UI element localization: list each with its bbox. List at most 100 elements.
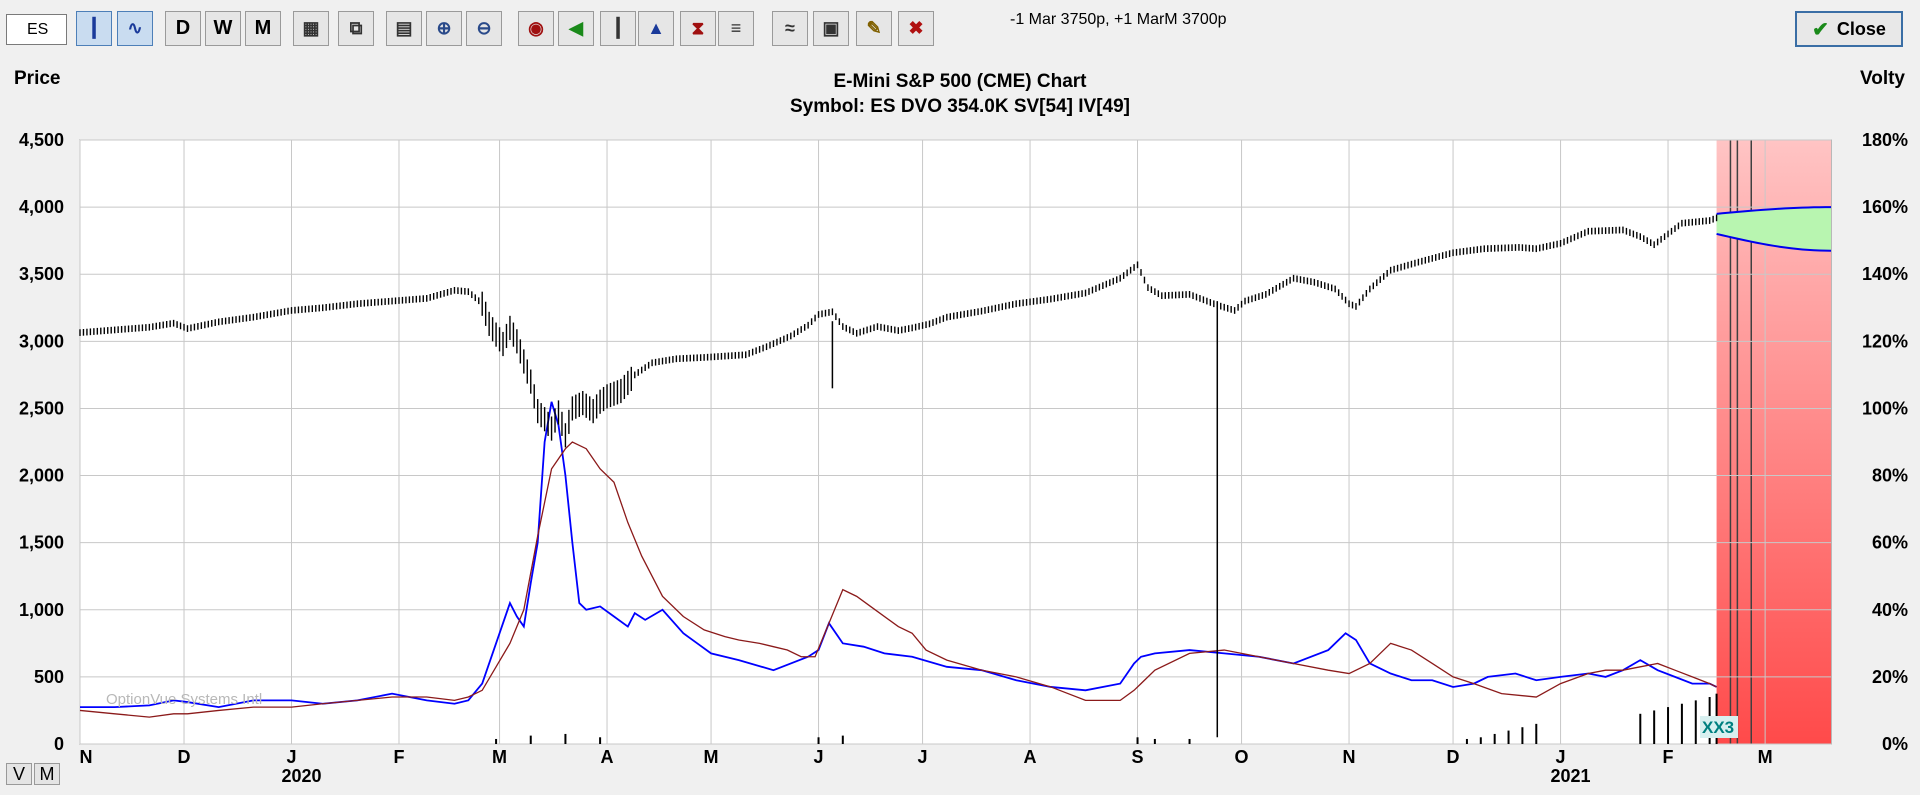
daily-button-label: D [175, 17, 191, 39]
y-left-tick-label: 1,500 [19, 533, 64, 553]
zoom-in-icon[interactable]: ⊕ [426, 11, 462, 46]
y-right-tick-label: 80% [1872, 466, 1908, 486]
chart-title: E-Mini S&P 500 (CME) Chart [833, 71, 1087, 92]
delete-icon[interactable]: ✖ [898, 11, 934, 46]
y-left-tick-label: 0 [54, 734, 64, 754]
y-right-tick-label: 100% [1862, 398, 1908, 418]
chart-subtitle: Symbol: ES DVO 354.0K SV[54] IV[49] [790, 96, 1130, 117]
zoom-out-icon[interactable]: ⊖ [466, 11, 502, 46]
left-arrow-icon-glyph: ◀ [569, 18, 583, 38]
chart-indicator-icon[interactable]: ≡ [718, 11, 754, 46]
chart-settings-icon-glyph: ▦ [302, 18, 320, 38]
zoom-out-icon-glyph: ⊖ [476, 18, 492, 38]
candlestick-icon[interactable]: ┃ [600, 11, 636, 46]
copy-icon-glyph: ⧉ [349, 18, 363, 38]
daily-button[interactable]: D [165, 11, 201, 46]
watermark: OptionVue Systems Intl [106, 691, 262, 708]
x-month-label: O [1235, 747, 1249, 767]
bar-chart-icon[interactable]: ┃ [76, 11, 112, 46]
study-icon-glyph: ≈ [785, 18, 795, 38]
x-month-label: M [1758, 747, 1773, 767]
delete-icon-glyph: ✖ [908, 18, 924, 38]
calculator-icon-glyph: ▤ [395, 18, 413, 38]
chart-indicator-icon-glyph: ≡ [730, 18, 742, 38]
x-month-label: J [814, 747, 824, 767]
close-label: Close [1836, 18, 1886, 39]
x-month-label: J [286, 747, 296, 767]
hourglass-icon[interactable]: ⧗ [680, 11, 716, 46]
y-right-tick-label: 140% [1862, 264, 1908, 284]
price-volatility-chart: E-Mini S&P 500 (CME) Chart Symbol: ES DV… [14, 68, 1908, 786]
view-mode-button[interactable]: M [34, 763, 60, 785]
line-chart-icon-glyph: ∿ [127, 18, 143, 38]
y-left-tick-label: 4,000 [19, 197, 64, 217]
volume-icon-glyph: ▲ [647, 18, 665, 38]
y-right-tick-label: 20% [1872, 667, 1908, 687]
bar-chart-icon-glyph: ┃ [88, 18, 100, 38]
weekly-button[interactable]: W [205, 11, 241, 46]
x-month-label: J [1556, 747, 1566, 767]
y-left-tick-label: 500 [34, 667, 64, 687]
candlestick-icon-glyph: ┃ [612, 18, 624, 38]
calculator-icon[interactable]: ▤ [386, 11, 422, 46]
y-right-tick-label: 0% [1882, 734, 1908, 754]
y-axis-right-label: Volty [1860, 68, 1905, 89]
x-month-label: N [80, 747, 93, 767]
y-right-tick-label: 40% [1872, 600, 1908, 620]
target-icon-glyph: ◉ [528, 18, 544, 38]
copy-icon[interactable]: ⧉ [338, 11, 374, 46]
target-icon[interactable]: ◉ [518, 11, 554, 46]
x-month-label: N [1343, 747, 1356, 767]
plot-area [79, 139, 1832, 745]
axes-labels: 4,500 4,000 3,500 3,000 2,500 2,000 1,500 1,000… [19, 130, 1908, 786]
x-month-label: S [1132, 747, 1144, 767]
chart-settings-icon[interactable]: ▦ [293, 11, 329, 46]
left-arrow-icon[interactable]: ◀ [558, 11, 594, 46]
x-month-label: J [918, 747, 928, 767]
marker-badge [1700, 716, 1738, 738]
study-icon[interactable]: ≈ [772, 11, 808, 46]
toolbar: ┃ ∿ DWM ▦ ⧉ ▤ ⊕ ⊖ ◉ ◀ ┃ ▲ ⧗ ≡ ≈ ▣ ✎ ✖ -1 Mar 3750p, +1 Ma… [0, 0, 1920, 62]
line-chart-icon[interactable]: ∿ [117, 11, 153, 46]
volume-icon[interactable]: ▲ [638, 11, 674, 46]
print-icon-glyph: ▣ [822, 18, 840, 38]
y-left-tick-label: 3,000 [19, 331, 64, 351]
monthly-button-label: M [254, 17, 272, 39]
pencil-icon-glyph: ✎ [866, 18, 882, 38]
x-month-label: A [1024, 747, 1037, 767]
x-month-label: D [178, 747, 191, 767]
historical-volatility-line [79, 441, 1717, 718]
x-month-label: F [1663, 747, 1674, 767]
y-left-tick-label: 1,000 [19, 600, 64, 620]
marker-label: XX3 [1702, 718, 1734, 737]
weekly-button-label: W [213, 17, 233, 39]
x-month-label: M [704, 747, 719, 767]
series-lines [79, 401, 1717, 718]
y-left-tick-label: 2,500 [19, 398, 64, 418]
x-year-label: 2020 [281, 766, 321, 786]
y-left-tick-label: 3,500 [19, 264, 64, 284]
view-volume-button[interactable]: V [6, 763, 32, 785]
x-month-label: M [492, 747, 507, 767]
x-month-label: D [1447, 747, 1460, 767]
status-text: -1 Mar 3750p, +1 MarM 3700p [1010, 11, 1227, 28]
iv-upper-line [1716, 206, 1832, 215]
x-month-label: F [393, 747, 404, 767]
y-right-tick-label: 160% [1862, 197, 1908, 217]
x-year-label: 2021 [1551, 766, 1591, 786]
y-right-tick-label: 60% [1872, 533, 1908, 553]
hourglass-icon-glyph: ⧗ [691, 18, 705, 38]
print-icon[interactable]: ▣ [813, 11, 849, 46]
y-axis-left-label: Price [14, 68, 60, 89]
close-button[interactable]: ✔ Close [1795, 11, 1903, 47]
monthly-button[interactable]: M [245, 11, 281, 46]
y-left-tick-label: 2,000 [19, 466, 64, 486]
symbol-input[interactable] [6, 14, 67, 45]
pencil-icon[interactable]: ✎ [856, 11, 892, 46]
y-left-tick-label: 4,500 [19, 130, 64, 150]
x-month-label: A [601, 747, 614, 767]
price-bars [79, 214, 1718, 738]
implied-volatility-band [1716, 206, 1832, 252]
y-right-tick-label: 120% [1862, 331, 1908, 351]
grid [79, 139, 1831, 745]
